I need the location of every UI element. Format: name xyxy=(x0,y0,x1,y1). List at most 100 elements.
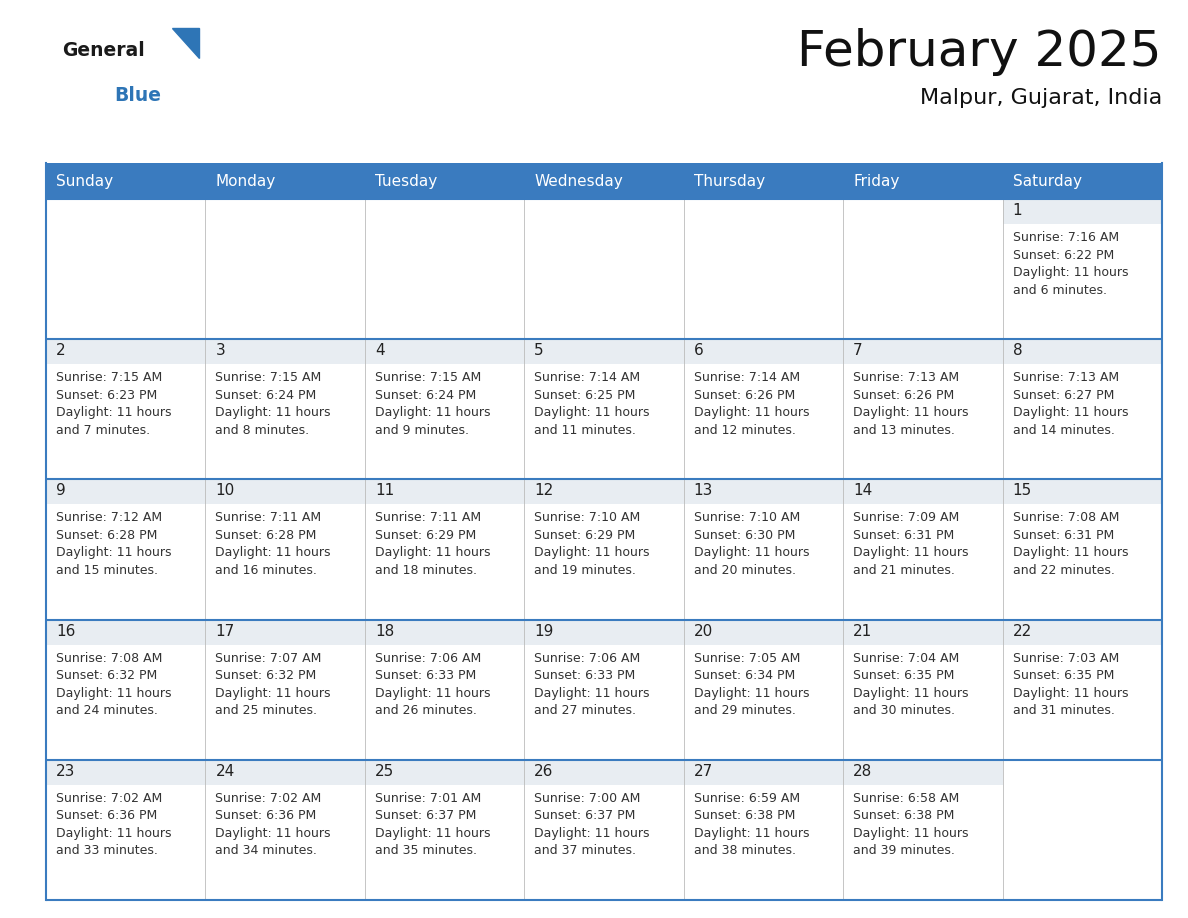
Text: Sunday: Sunday xyxy=(56,174,113,188)
Text: Sunset: 6:34 PM: Sunset: 6:34 PM xyxy=(694,669,795,682)
Text: 4: 4 xyxy=(375,343,385,358)
Text: and 26 minutes.: and 26 minutes. xyxy=(375,704,476,717)
Bar xyxy=(1003,199,1162,339)
Text: Sunrise: 7:08 AM: Sunrise: 7:08 AM xyxy=(1012,511,1119,524)
Text: February 2025: February 2025 xyxy=(797,28,1162,76)
Text: and 24 minutes.: and 24 minutes. xyxy=(56,704,158,717)
Text: and 16 minutes.: and 16 minutes. xyxy=(215,564,317,577)
Text: 3: 3 xyxy=(215,343,226,358)
Bar xyxy=(206,620,365,644)
Text: 5: 5 xyxy=(535,343,544,358)
Bar xyxy=(684,760,843,900)
Bar xyxy=(843,339,1003,479)
Bar xyxy=(365,620,524,644)
Text: and 35 minutes.: and 35 minutes. xyxy=(375,845,476,857)
Text: Sunset: 6:28 PM: Sunset: 6:28 PM xyxy=(215,529,317,542)
Bar xyxy=(46,620,206,760)
Text: and 14 minutes.: and 14 minutes. xyxy=(1012,424,1114,437)
Text: Sunrise: 7:15 AM: Sunrise: 7:15 AM xyxy=(215,371,322,385)
Bar xyxy=(684,760,843,785)
Bar xyxy=(524,199,684,339)
Text: Sunrise: 7:16 AM: Sunrise: 7:16 AM xyxy=(1012,231,1119,244)
Text: Sunset: 6:25 PM: Sunset: 6:25 PM xyxy=(535,388,636,402)
Text: Sunrise: 7:12 AM: Sunrise: 7:12 AM xyxy=(56,511,162,524)
Bar xyxy=(843,620,1003,760)
Text: Sunset: 6:24 PM: Sunset: 6:24 PM xyxy=(375,388,476,402)
Text: Daylight: 11 hours: Daylight: 11 hours xyxy=(375,406,491,420)
Text: Daylight: 11 hours: Daylight: 11 hours xyxy=(694,687,809,700)
Text: Daylight: 11 hours: Daylight: 11 hours xyxy=(375,687,491,700)
Text: Daylight: 11 hours: Daylight: 11 hours xyxy=(56,687,171,700)
Text: Sunset: 6:35 PM: Sunset: 6:35 PM xyxy=(1012,669,1114,682)
Bar xyxy=(365,760,524,900)
Text: Sunrise: 7:14 AM: Sunrise: 7:14 AM xyxy=(535,371,640,385)
Text: Daylight: 11 hours: Daylight: 11 hours xyxy=(535,406,650,420)
Bar xyxy=(206,199,365,339)
Text: Daylight: 11 hours: Daylight: 11 hours xyxy=(535,827,650,840)
Text: and 6 minutes.: and 6 minutes. xyxy=(1012,284,1106,297)
Text: Daylight: 11 hours: Daylight: 11 hours xyxy=(535,687,650,700)
Text: Sunrise: 7:05 AM: Sunrise: 7:05 AM xyxy=(694,652,800,665)
Bar xyxy=(684,339,843,364)
Text: Daylight: 11 hours: Daylight: 11 hours xyxy=(56,546,171,559)
Bar xyxy=(1003,339,1162,364)
Bar xyxy=(1003,620,1162,760)
Text: and 11 minutes.: and 11 minutes. xyxy=(535,424,636,437)
Text: and 19 minutes.: and 19 minutes. xyxy=(535,564,636,577)
Bar xyxy=(684,339,843,479)
Text: 6: 6 xyxy=(694,343,703,358)
Bar xyxy=(684,479,843,504)
Text: 12: 12 xyxy=(535,484,554,498)
Text: Sunrise: 7:02 AM: Sunrise: 7:02 AM xyxy=(215,792,322,805)
Text: Daylight: 11 hours: Daylight: 11 hours xyxy=(853,827,968,840)
Bar xyxy=(365,479,524,504)
Text: Sunrise: 6:59 AM: Sunrise: 6:59 AM xyxy=(694,792,800,805)
Text: and 33 minutes.: and 33 minutes. xyxy=(56,845,158,857)
Bar xyxy=(1003,339,1162,479)
Text: Sunrise: 6:58 AM: Sunrise: 6:58 AM xyxy=(853,792,960,805)
Bar xyxy=(46,479,206,620)
Text: Sunrise: 7:04 AM: Sunrise: 7:04 AM xyxy=(853,652,960,665)
Text: and 27 minutes.: and 27 minutes. xyxy=(535,704,637,717)
Bar xyxy=(843,479,1003,504)
Bar xyxy=(46,339,206,479)
Text: Sunset: 6:31 PM: Sunset: 6:31 PM xyxy=(1012,529,1114,542)
Bar xyxy=(46,199,206,339)
Bar xyxy=(46,760,206,785)
Bar xyxy=(843,620,1003,644)
Text: and 25 minutes.: and 25 minutes. xyxy=(215,704,317,717)
Text: Daylight: 11 hours: Daylight: 11 hours xyxy=(215,406,331,420)
Text: Sunrise: 7:02 AM: Sunrise: 7:02 AM xyxy=(56,792,163,805)
Text: Daylight: 11 hours: Daylight: 11 hours xyxy=(853,406,968,420)
Text: 14: 14 xyxy=(853,484,872,498)
Bar xyxy=(206,479,365,504)
Text: 8: 8 xyxy=(1012,343,1022,358)
Text: 18: 18 xyxy=(375,623,394,639)
Text: Sunrise: 7:15 AM: Sunrise: 7:15 AM xyxy=(56,371,163,385)
Text: Sunrise: 7:09 AM: Sunrise: 7:09 AM xyxy=(853,511,960,524)
Text: Tuesday: Tuesday xyxy=(375,174,437,188)
Text: Sunset: 6:37 PM: Sunset: 6:37 PM xyxy=(375,810,476,823)
Text: and 34 minutes.: and 34 minutes. xyxy=(215,845,317,857)
Bar xyxy=(684,620,843,644)
Text: Sunrise: 7:11 AM: Sunrise: 7:11 AM xyxy=(375,511,481,524)
Text: Sunrise: 7:10 AM: Sunrise: 7:10 AM xyxy=(535,511,640,524)
Text: Sunrise: 7:08 AM: Sunrise: 7:08 AM xyxy=(56,652,163,665)
Text: Thursday: Thursday xyxy=(694,174,765,188)
Text: and 20 minutes.: and 20 minutes. xyxy=(694,564,796,577)
Text: Sunrise: 7:06 AM: Sunrise: 7:06 AM xyxy=(375,652,481,665)
Text: Sunrise: 7:10 AM: Sunrise: 7:10 AM xyxy=(694,511,800,524)
Text: 28: 28 xyxy=(853,764,872,778)
Text: Sunset: 6:32 PM: Sunset: 6:32 PM xyxy=(56,669,157,682)
Bar xyxy=(1003,760,1162,900)
Text: and 18 minutes.: and 18 minutes. xyxy=(375,564,476,577)
Text: Daylight: 11 hours: Daylight: 11 hours xyxy=(694,546,809,559)
Bar xyxy=(46,339,206,364)
Bar xyxy=(46,760,206,900)
Text: and 21 minutes.: and 21 minutes. xyxy=(853,564,955,577)
Text: 9: 9 xyxy=(56,484,65,498)
Text: Daylight: 11 hours: Daylight: 11 hours xyxy=(56,406,171,420)
Text: and 9 minutes.: and 9 minutes. xyxy=(375,424,469,437)
Bar xyxy=(365,199,524,339)
Text: Daylight: 11 hours: Daylight: 11 hours xyxy=(853,546,968,559)
